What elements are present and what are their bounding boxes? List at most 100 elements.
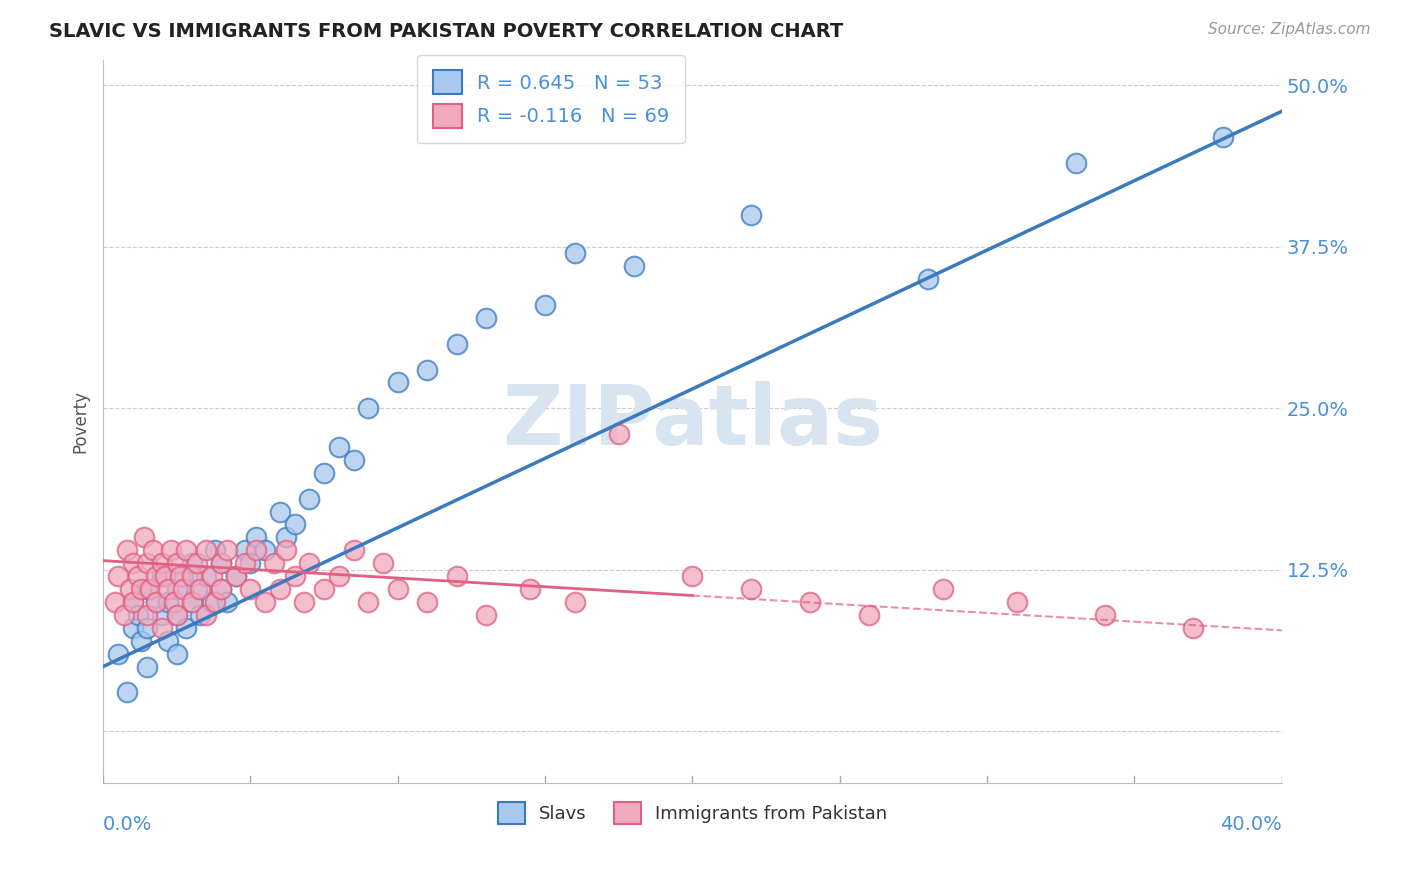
Point: [342, 543, 364, 558]
Text: 0.0%: 0.0%: [103, 815, 152, 834]
Point: [298, 556, 321, 570]
Point: [190, 582, 212, 596]
Point: [136, 582, 159, 596]
Point: [328, 440, 350, 454]
Point: [174, 543, 197, 558]
Point: [314, 582, 336, 596]
Point: [180, 556, 202, 570]
Point: [150, 607, 173, 622]
Point: [932, 582, 955, 596]
Point: [233, 556, 256, 570]
Point: [145, 569, 167, 583]
Point: [160, 543, 183, 558]
Point: [121, 556, 143, 570]
Point: [209, 556, 232, 570]
Point: [156, 595, 179, 609]
Point: [682, 569, 704, 583]
Point: [209, 556, 232, 570]
Point: [166, 582, 188, 596]
Point: [190, 607, 212, 622]
Point: [174, 621, 197, 635]
Point: [150, 569, 173, 583]
Point: [233, 543, 256, 558]
Point: [254, 543, 277, 558]
Point: [225, 569, 247, 583]
Point: [274, 543, 297, 558]
Point: [180, 595, 202, 609]
Point: [1094, 607, 1116, 622]
Point: [416, 595, 439, 609]
Point: [239, 582, 262, 596]
Point: [150, 556, 173, 570]
Point: [131, 582, 153, 596]
Point: [254, 595, 277, 609]
Point: [239, 556, 262, 570]
Point: [215, 595, 238, 609]
Point: [245, 530, 267, 544]
Point: [209, 582, 232, 596]
Point: [292, 595, 315, 609]
Point: [607, 427, 630, 442]
Point: [136, 556, 159, 570]
Point: [121, 595, 143, 609]
Point: [534, 298, 557, 312]
Point: [172, 569, 194, 583]
Point: [564, 246, 586, 260]
Point: [131, 633, 153, 648]
Point: [225, 569, 247, 583]
Legend: Slavs, Immigrants from Pakistan: Slavs, Immigrants from Pakistan: [491, 795, 894, 831]
Point: [245, 543, 267, 558]
Point: [112, 607, 135, 622]
Point: [201, 595, 224, 609]
Point: [740, 208, 762, 222]
Point: [740, 582, 762, 596]
Text: SLAVIC VS IMMIGRANTS FROM PAKISTAN POVERTY CORRELATION CHART: SLAVIC VS IMMIGRANTS FROM PAKISTAN POVER…: [49, 22, 844, 41]
Point: [799, 595, 821, 609]
Point: [357, 595, 380, 609]
Point: [115, 685, 138, 699]
Point: [215, 543, 238, 558]
Y-axis label: Poverty: Poverty: [72, 390, 89, 452]
Point: [204, 595, 226, 609]
Point: [1005, 595, 1028, 609]
Point: [858, 607, 880, 622]
Point: [186, 556, 208, 570]
Point: [136, 659, 159, 673]
Point: [416, 362, 439, 376]
Point: [118, 582, 141, 596]
Point: [342, 453, 364, 467]
Point: [475, 607, 498, 622]
Point: [121, 621, 143, 635]
Point: [269, 582, 291, 596]
Point: [153, 569, 176, 583]
Point: [623, 259, 645, 273]
Point: [475, 310, 498, 325]
Point: [1064, 156, 1087, 170]
Point: [172, 582, 194, 596]
Point: [166, 607, 188, 622]
Point: [156, 582, 179, 596]
Point: [371, 556, 394, 570]
Point: [180, 595, 202, 609]
Point: [180, 569, 202, 583]
Point: [328, 569, 350, 583]
Point: [446, 336, 468, 351]
Point: [269, 504, 291, 518]
Point: [195, 543, 218, 558]
Point: [156, 633, 179, 648]
Point: [209, 582, 232, 596]
Point: [150, 621, 173, 635]
Point: [127, 569, 149, 583]
Point: [163, 595, 186, 609]
Point: [166, 647, 188, 661]
Point: [121, 595, 143, 609]
Point: [387, 376, 409, 390]
Point: [1212, 130, 1234, 145]
Point: [166, 607, 188, 622]
Point: [357, 401, 380, 416]
Point: [446, 569, 468, 583]
Point: [169, 569, 191, 583]
Point: [134, 530, 156, 544]
Point: [115, 543, 138, 558]
Point: [274, 530, 297, 544]
